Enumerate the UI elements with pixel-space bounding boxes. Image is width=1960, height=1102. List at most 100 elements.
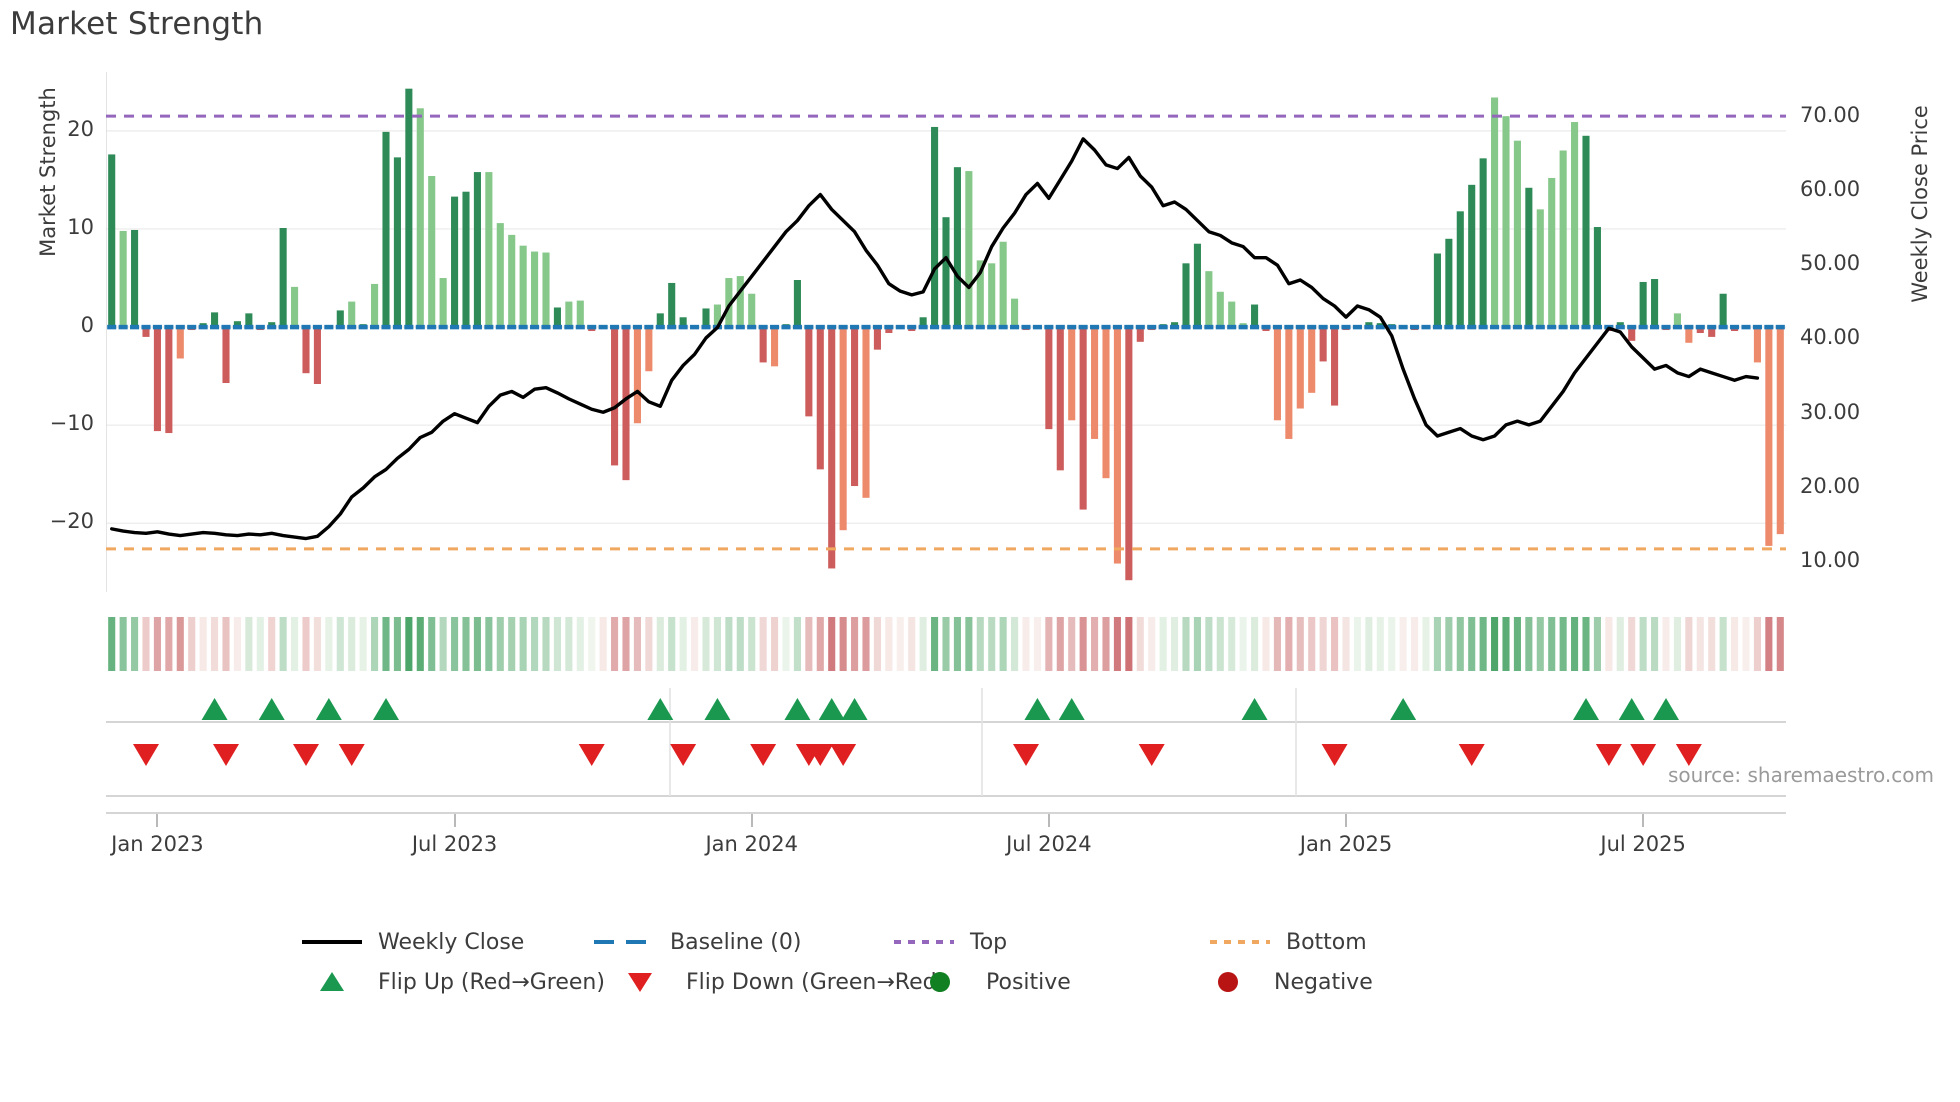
legend-item-flip-up[interactable]: Flip Up (Red→Green)	[300, 962, 605, 1002]
heat-cell	[1765, 617, 1773, 671]
heat-cell	[851, 617, 859, 671]
strength-bar	[645, 327, 653, 372]
heat-cell	[142, 617, 150, 671]
strength-bar	[1193, 243, 1201, 328]
heat-cell	[702, 617, 710, 671]
flip-down-marker	[1321, 744, 1348, 766]
heat-cell	[279, 617, 287, 671]
strength-bar	[942, 217, 950, 328]
circle-icon	[908, 969, 972, 995]
legend-label: Negative	[1274, 969, 1373, 995]
heat-cell	[313, 617, 321, 671]
source-note: source: sharemaestro.com	[1668, 763, 1934, 787]
flip-down-marker	[750, 744, 777, 766]
heat-cell	[1662, 617, 1670, 671]
strength-bar	[736, 276, 744, 328]
flip-up-marker	[1024, 698, 1051, 720]
heat-cell	[153, 617, 161, 671]
legend-item-positive[interactable]: Positive	[908, 962, 1071, 1002]
flip-up-marker	[315, 698, 342, 720]
strength-bar	[748, 293, 756, 328]
legend-item-baseline[interactable]: Baseline (0)	[592, 922, 801, 962]
strength-bar	[496, 223, 504, 328]
heat-cell	[999, 617, 1007, 671]
heat-cell	[862, 617, 870, 671]
heat-cell	[1171, 617, 1179, 671]
flip-up-marker	[1390, 698, 1417, 720]
strength-bar	[1719, 293, 1727, 328]
flip-down-marker	[338, 744, 365, 766]
strength-bar	[1536, 209, 1544, 328]
strength-bar	[393, 157, 401, 328]
heat-cell	[439, 617, 447, 671]
y-axis-right-title: Weekly Close Price	[1908, 105, 1932, 303]
heat-cell	[1639, 617, 1647, 671]
heat-cell	[462, 617, 470, 671]
triangle-up-icon	[300, 969, 364, 995]
x-axis-tick: Jul 2025	[1600, 832, 1686, 856]
legend-label: Flip Up (Red→Green)	[378, 969, 605, 995]
heat-cell	[1536, 617, 1544, 671]
strength-bar	[153, 327, 161, 432]
strength-bar	[348, 301, 356, 328]
strength-bar	[1776, 327, 1784, 535]
heat-cell	[1376, 617, 1384, 671]
heat-cell	[1239, 617, 1247, 671]
strength-bar	[1091, 327, 1099, 439]
heat-cell	[165, 617, 173, 671]
legend-item-bottom[interactable]: Bottom	[1208, 922, 1367, 962]
heat-cell	[1502, 617, 1510, 671]
strength-bar	[1753, 327, 1761, 363]
heat-cell	[839, 617, 847, 671]
strength-bar	[291, 286, 299, 328]
heat-cell	[976, 617, 984, 671]
heat-cell	[885, 617, 893, 671]
heat-cell	[1651, 617, 1659, 671]
plot-canvas	[106, 72, 1786, 592]
heat-cell	[359, 617, 367, 671]
flip-up-marker	[647, 698, 674, 720]
flip-down-marker	[1458, 744, 1485, 766]
strength-bar	[1136, 327, 1144, 342]
heat-cell	[748, 617, 756, 671]
heat-cell	[416, 617, 424, 671]
heat-cell	[931, 617, 939, 671]
strength-bar	[508, 234, 516, 328]
strength-bar	[611, 327, 619, 466]
strength-bar	[1445, 238, 1453, 328]
heat-cell	[371, 617, 379, 671]
strength-bar	[725, 278, 733, 328]
flip-up-marker	[818, 698, 845, 720]
heat-cell	[268, 617, 276, 671]
flip-down-marker	[1595, 744, 1622, 766]
flip-down-marker	[1675, 744, 1702, 766]
legend-item-weekly-close[interactable]: Weekly Close	[300, 922, 524, 962]
heat-cell	[1559, 617, 1567, 671]
legend-item-top[interactable]: Top	[892, 922, 1007, 962]
heat-cell	[576, 617, 584, 671]
flip-down-marker	[293, 744, 319, 766]
heat-cell	[565, 617, 573, 671]
strength-bar	[1685, 327, 1693, 343]
strength-bar	[839, 327, 847, 531]
heat-cell	[485, 617, 493, 671]
strength-bar	[919, 317, 927, 328]
legend-item-flip-down[interactable]: Flip Down (Green→Red)	[608, 962, 945, 1002]
y-axis-right-tick: 70.00	[1800, 102, 1861, 127]
heat-cell	[325, 617, 333, 671]
legend-label: Positive	[986, 969, 1071, 995]
legend-label: Baseline (0)	[670, 929, 802, 955]
strength-bar	[1559, 150, 1567, 328]
legend-item-negative[interactable]: Negative	[1196, 962, 1373, 1002]
strength-bar	[633, 327, 641, 424]
heat-cell	[1033, 617, 1041, 671]
y-axis-left-tick: −10	[49, 411, 94, 436]
strength-bar	[428, 176, 436, 328]
weekly-strength-heat-strip	[106, 613, 1786, 675]
heat-cell	[1045, 617, 1053, 671]
strength-bar	[1513, 140, 1521, 328]
strength-bar	[873, 327, 881, 350]
heat-cell	[1776, 617, 1784, 671]
strength-bar	[519, 245, 527, 328]
flip-up-marker	[1241, 698, 1268, 720]
